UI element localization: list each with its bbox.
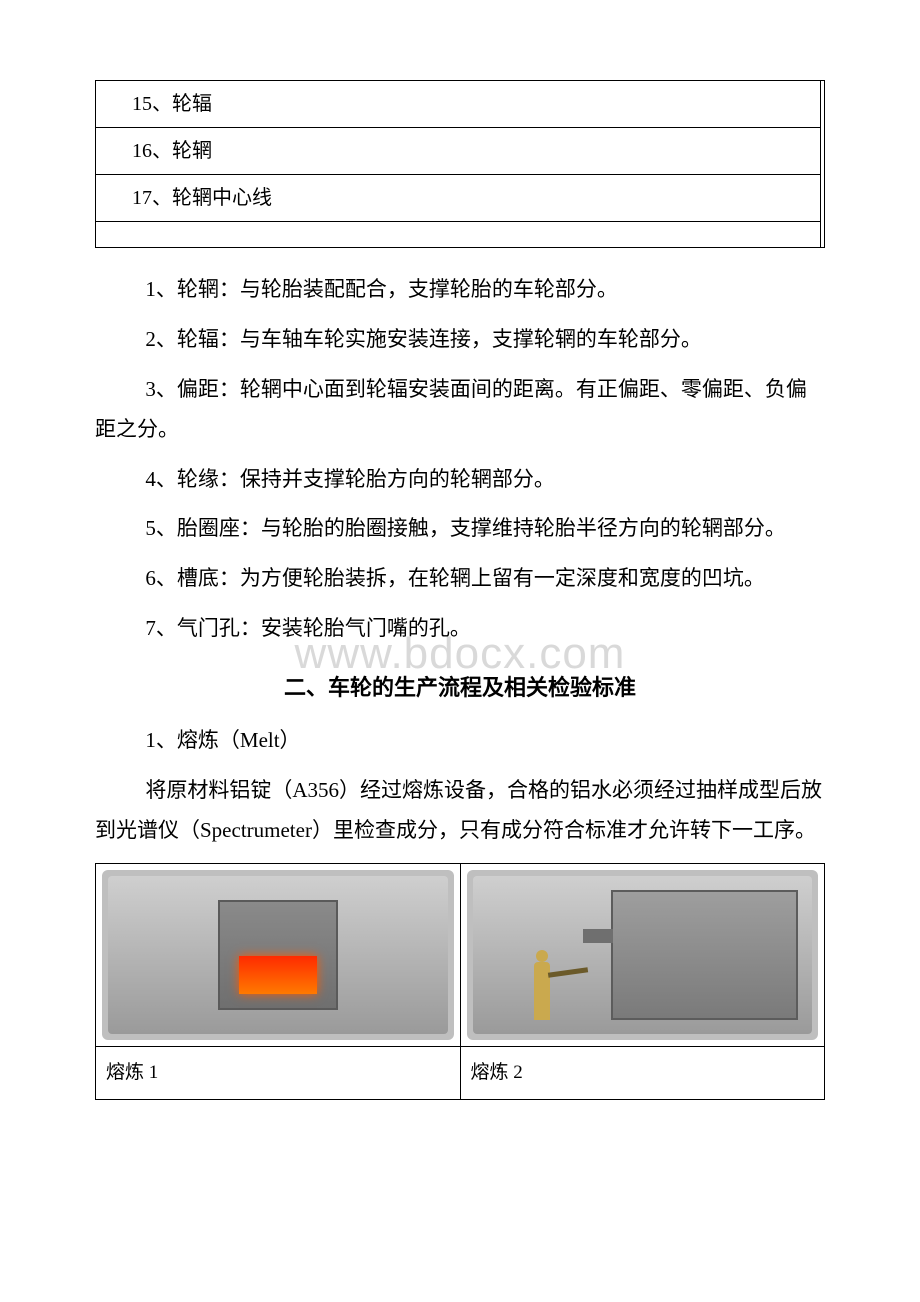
definition-paragraph: 4、轮缘：保持并支撑轮胎方向的轮辋部分。 <box>95 460 825 500</box>
section-title: 二、车轮的生产流程及相关检验标准 <box>95 667 825 709</box>
table-right-merged-cell <box>821 81 825 248</box>
equipment-icon <box>611 890 798 1020</box>
image-caption: 熔炼 2 <box>460 1046 825 1099</box>
image-cell <box>460 863 825 1046</box>
body-paragraph: 将原材料铝锭（A356）经过熔炼设备，合格的铝水必须经过抽样成型后放到光谱仪（S… <box>95 771 825 851</box>
furnace-fire-icon <box>239 956 317 994</box>
worker-icon <box>534 962 550 1020</box>
furnace-icon <box>218 900 338 1010</box>
table-row: 15、轮辐 <box>96 81 821 128</box>
melt-photo-1 <box>102 870 454 1040</box>
pipe-icon <box>583 929 613 943</box>
table-row: 16、轮辋 <box>96 128 821 175</box>
table-row: 17、轮辋中心线 <box>96 175 821 222</box>
image-cell <box>96 863 461 1046</box>
definition-paragraph: 6、槽底：为方便轮胎装拆，在轮辋上留有一定深度和宽度的凹坑。 <box>95 559 825 599</box>
worker-arm-icon <box>547 967 587 978</box>
photo-bg <box>108 876 448 1034</box>
table-empty-row <box>96 222 821 248</box>
definition-paragraph: 5、胎圈座：与轮胎的胎圈接触，支撑维持轮胎半径方向的轮辋部分。 <box>95 509 825 549</box>
subsection-heading: 1、熔炼（Melt） <box>95 721 825 761</box>
melt-photo-2 <box>467 870 819 1040</box>
terms-table: 15、轮辐 16、轮辋 17、轮辋中心线 <box>95 80 825 248</box>
definition-paragraph: 2、轮辐：与车轴车轮实施安装连接，支撑轮辋的车轮部分。 <box>95 320 825 360</box>
image-caption: 熔炼 1 <box>96 1046 461 1099</box>
image-table: 熔炼 1 熔炼 2 <box>95 863 825 1100</box>
definition-paragraph: 1、轮辋：与轮胎装配配合，支撑轮胎的车轮部分。 <box>95 270 825 310</box>
document-body: 15、轮辐 16、轮辋 17、轮辋中心线 1、轮辋：与轮胎装配配合，支撑轮胎的车… <box>95 80 825 1100</box>
definition-paragraph: 3、偏距：轮辋中心面到轮辐安装面间的距离。有正偏距、零偏距、负偏距之分。 <box>95 370 825 450</box>
definition-paragraph: 7、气门孔：安装轮胎气门嘴的孔。 <box>95 609 825 649</box>
photo-bg <box>473 876 813 1034</box>
